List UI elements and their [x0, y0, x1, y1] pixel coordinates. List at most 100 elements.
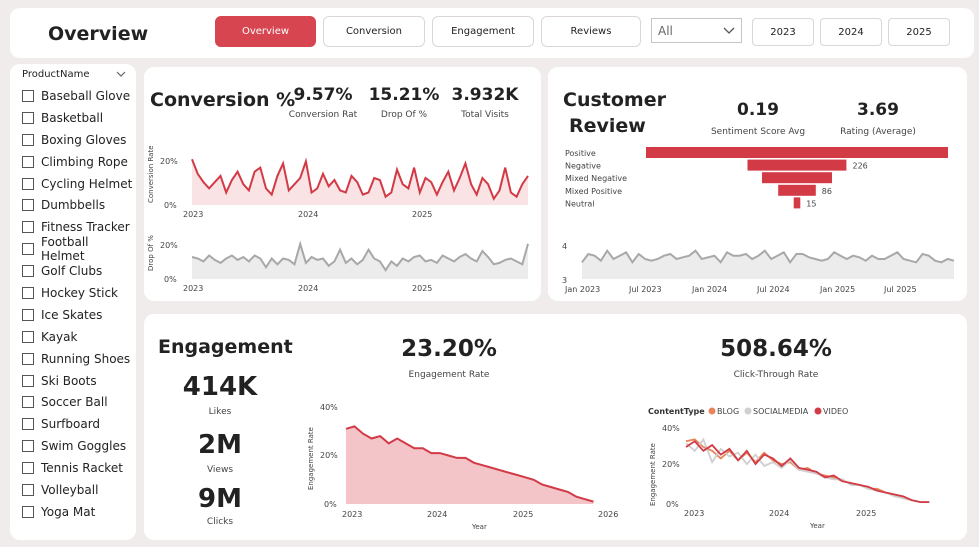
legend-label-video: VIDEO	[823, 407, 848, 416]
checkbox[interactable]	[22, 111, 34, 124]
checkbox[interactable]	[22, 89, 34, 102]
slicer-item[interactable]: Fitness Tracker	[22, 216, 134, 238]
slicer-item-label: Ski Boots	[41, 373, 97, 388]
checkbox[interactable]	[22, 308, 34, 321]
slicer-title: ProductName	[22, 69, 90, 80]
stat-views: 2M Views	[170, 430, 270, 475]
y-tick: 4	[562, 242, 567, 251]
checkbox[interactable]	[22, 330, 34, 343]
slicer-list: Baseball Glove Basketball Boxing Gloves Cli…	[22, 85, 134, 523]
checkbox[interactable]	[22, 199, 34, 212]
tab-conversion[interactable]: Conversion	[323, 16, 425, 47]
content-type-chart: Engagement Rate 40% 20% 0% 2023 2024 202…	[649, 424, 930, 530]
content-type-legend: ContentType BLOG SOCIALMEDIA VIDEO	[648, 407, 848, 416]
slicer-item-label: Kayak	[41, 329, 78, 344]
kpi-value: 23.20%	[401, 336, 497, 362]
slicer-item[interactable]: Surfboard	[22, 413, 134, 435]
slicer-item[interactable]: Football Helmet	[22, 235, 134, 263]
conversion-rate-chart: Conversion Rate 20% 0% 2023 2024 2025	[147, 145, 529, 219]
slicer-item-label: Climbing Rope	[41, 154, 128, 169]
slicer-item[interactable]: Kayak	[22, 326, 134, 348]
slicer-item-label: Swim Goggles	[41, 439, 127, 454]
x-tick: 2026	[598, 510, 618, 519]
slicer-item[interactable]: Volleyball	[22, 479, 134, 501]
kpi-value: 0.19	[737, 100, 779, 120]
slicer-item[interactable]: Ski Boots	[22, 370, 134, 392]
slicer-item-label: Ice Skates	[41, 307, 103, 322]
kpi-label: Drop Of %	[380, 110, 428, 120]
slicer-header[interactable]: ProductName	[22, 69, 126, 80]
x-tick: 2025	[513, 510, 533, 519]
legend-label-socialmedia: SOCIALMEDIA	[753, 407, 809, 416]
x-tick: 2025	[412, 210, 432, 219]
checkbox[interactable]	[22, 462, 34, 475]
slicer-item[interactable]: Baseball Glove	[22, 85, 134, 107]
kpi-click-through-rate: 508.64% Click-Through Rate	[686, 336, 866, 380]
y-axis-title: Drop Of %	[147, 235, 155, 271]
slicer-item-label: Running Shoes	[41, 351, 131, 366]
series-line-video	[685, 440, 930, 503]
slicer-item[interactable]: Boxing Gloves	[22, 129, 134, 151]
checkbox[interactable]	[22, 286, 34, 299]
category-label: Neutral	[565, 199, 595, 208]
slicer-item[interactable]: Cycling Helmet	[22, 173, 134, 195]
checkbox[interactable]	[22, 133, 34, 146]
checkbox[interactable]	[22, 177, 34, 190]
year-button-2025[interactable]: 2025	[888, 18, 950, 46]
checkbox[interactable]	[22, 418, 34, 431]
x-tick: 2023	[684, 509, 704, 518]
tab-engagement[interactable]: Engagement	[432, 16, 534, 47]
year-button-2024[interactable]: 2024	[820, 18, 882, 46]
tab-overview[interactable]: Overview	[215, 16, 316, 47]
y-tick: 3	[562, 276, 567, 285]
kpi-label: Sentiment Score Avg	[710, 127, 806, 137]
checkbox[interactable]	[22, 396, 34, 409]
checkbox[interactable]	[22, 483, 34, 496]
checkbox[interactable]	[22, 265, 34, 278]
y-tick: 0%	[324, 500, 337, 509]
x-tick: Jan 2024	[691, 285, 727, 294]
slicer-item[interactable]: Yoga Mat	[22, 501, 134, 523]
kpi-engagement-rate: 23.20% Engagement Rate	[369, 336, 529, 380]
slicer-item[interactable]: Tennis Racket	[22, 457, 134, 479]
checkbox[interactable]	[22, 352, 34, 365]
category-label: Mixed Positive	[565, 187, 622, 196]
year-button-2023[interactable]: 2023	[752, 18, 814, 46]
checkbox[interactable]	[22, 440, 34, 453]
slicer-item[interactable]: Golf Clubs	[22, 260, 134, 282]
slicer-item[interactable]: Hockey Stick	[22, 282, 134, 304]
chevron-down-icon	[723, 24, 735, 38]
slicer-item[interactable]: Basketball	[22, 107, 134, 129]
x-tick: 2023	[342, 510, 362, 519]
y-axis-title: Engagement Rate	[307, 427, 315, 490]
conversion-card: Conversion % 9.57% Conversion Rat 15.21%…	[144, 67, 541, 301]
checkbox[interactable]	[22, 505, 34, 518]
kpi-value: 9.57%	[293, 85, 353, 105]
chevron-down-icon	[116, 69, 126, 80]
slicer-item-label: Soccer Ball	[41, 395, 108, 410]
slicer-item-label: Fitness Tracker	[41, 220, 130, 235]
slicer-item[interactable]: Swim Goggles	[22, 435, 134, 457]
checkbox[interactable]	[22, 221, 34, 234]
slicer-item[interactable]: Climbing Rope	[22, 151, 134, 173]
tab-reviews[interactable]: Reviews	[541, 16, 641, 47]
kpi-value: 3.932K	[451, 85, 519, 105]
x-tick: 2023	[183, 284, 203, 293]
slicer-item-label: Golf Clubs	[41, 264, 103, 279]
x-axis-title: Year	[809, 522, 825, 530]
y-tick: 40%	[320, 403, 338, 412]
slicer-item[interactable]: Running Shoes	[22, 348, 134, 370]
stat-clicks: 9M Clicks	[170, 484, 270, 527]
stat-label: Views	[206, 465, 234, 475]
legend-dot-socialmedia	[744, 407, 752, 415]
slicer-item-label: Basketball	[41, 110, 104, 125]
checkbox[interactable]	[22, 374, 34, 387]
slicer-item[interactable]: Soccer Ball	[22, 391, 134, 413]
sentiment-bar	[747, 159, 847, 171]
checkbox[interactable]	[22, 243, 34, 256]
checkbox[interactable]	[22, 155, 34, 168]
slicer-item[interactable]: Ice Skates	[22, 304, 134, 326]
year-dropdown[interactable]: All	[651, 18, 742, 43]
slicer-item[interactable]: Dumbbells	[22, 194, 134, 216]
sentiment-bar	[646, 147, 948, 158]
